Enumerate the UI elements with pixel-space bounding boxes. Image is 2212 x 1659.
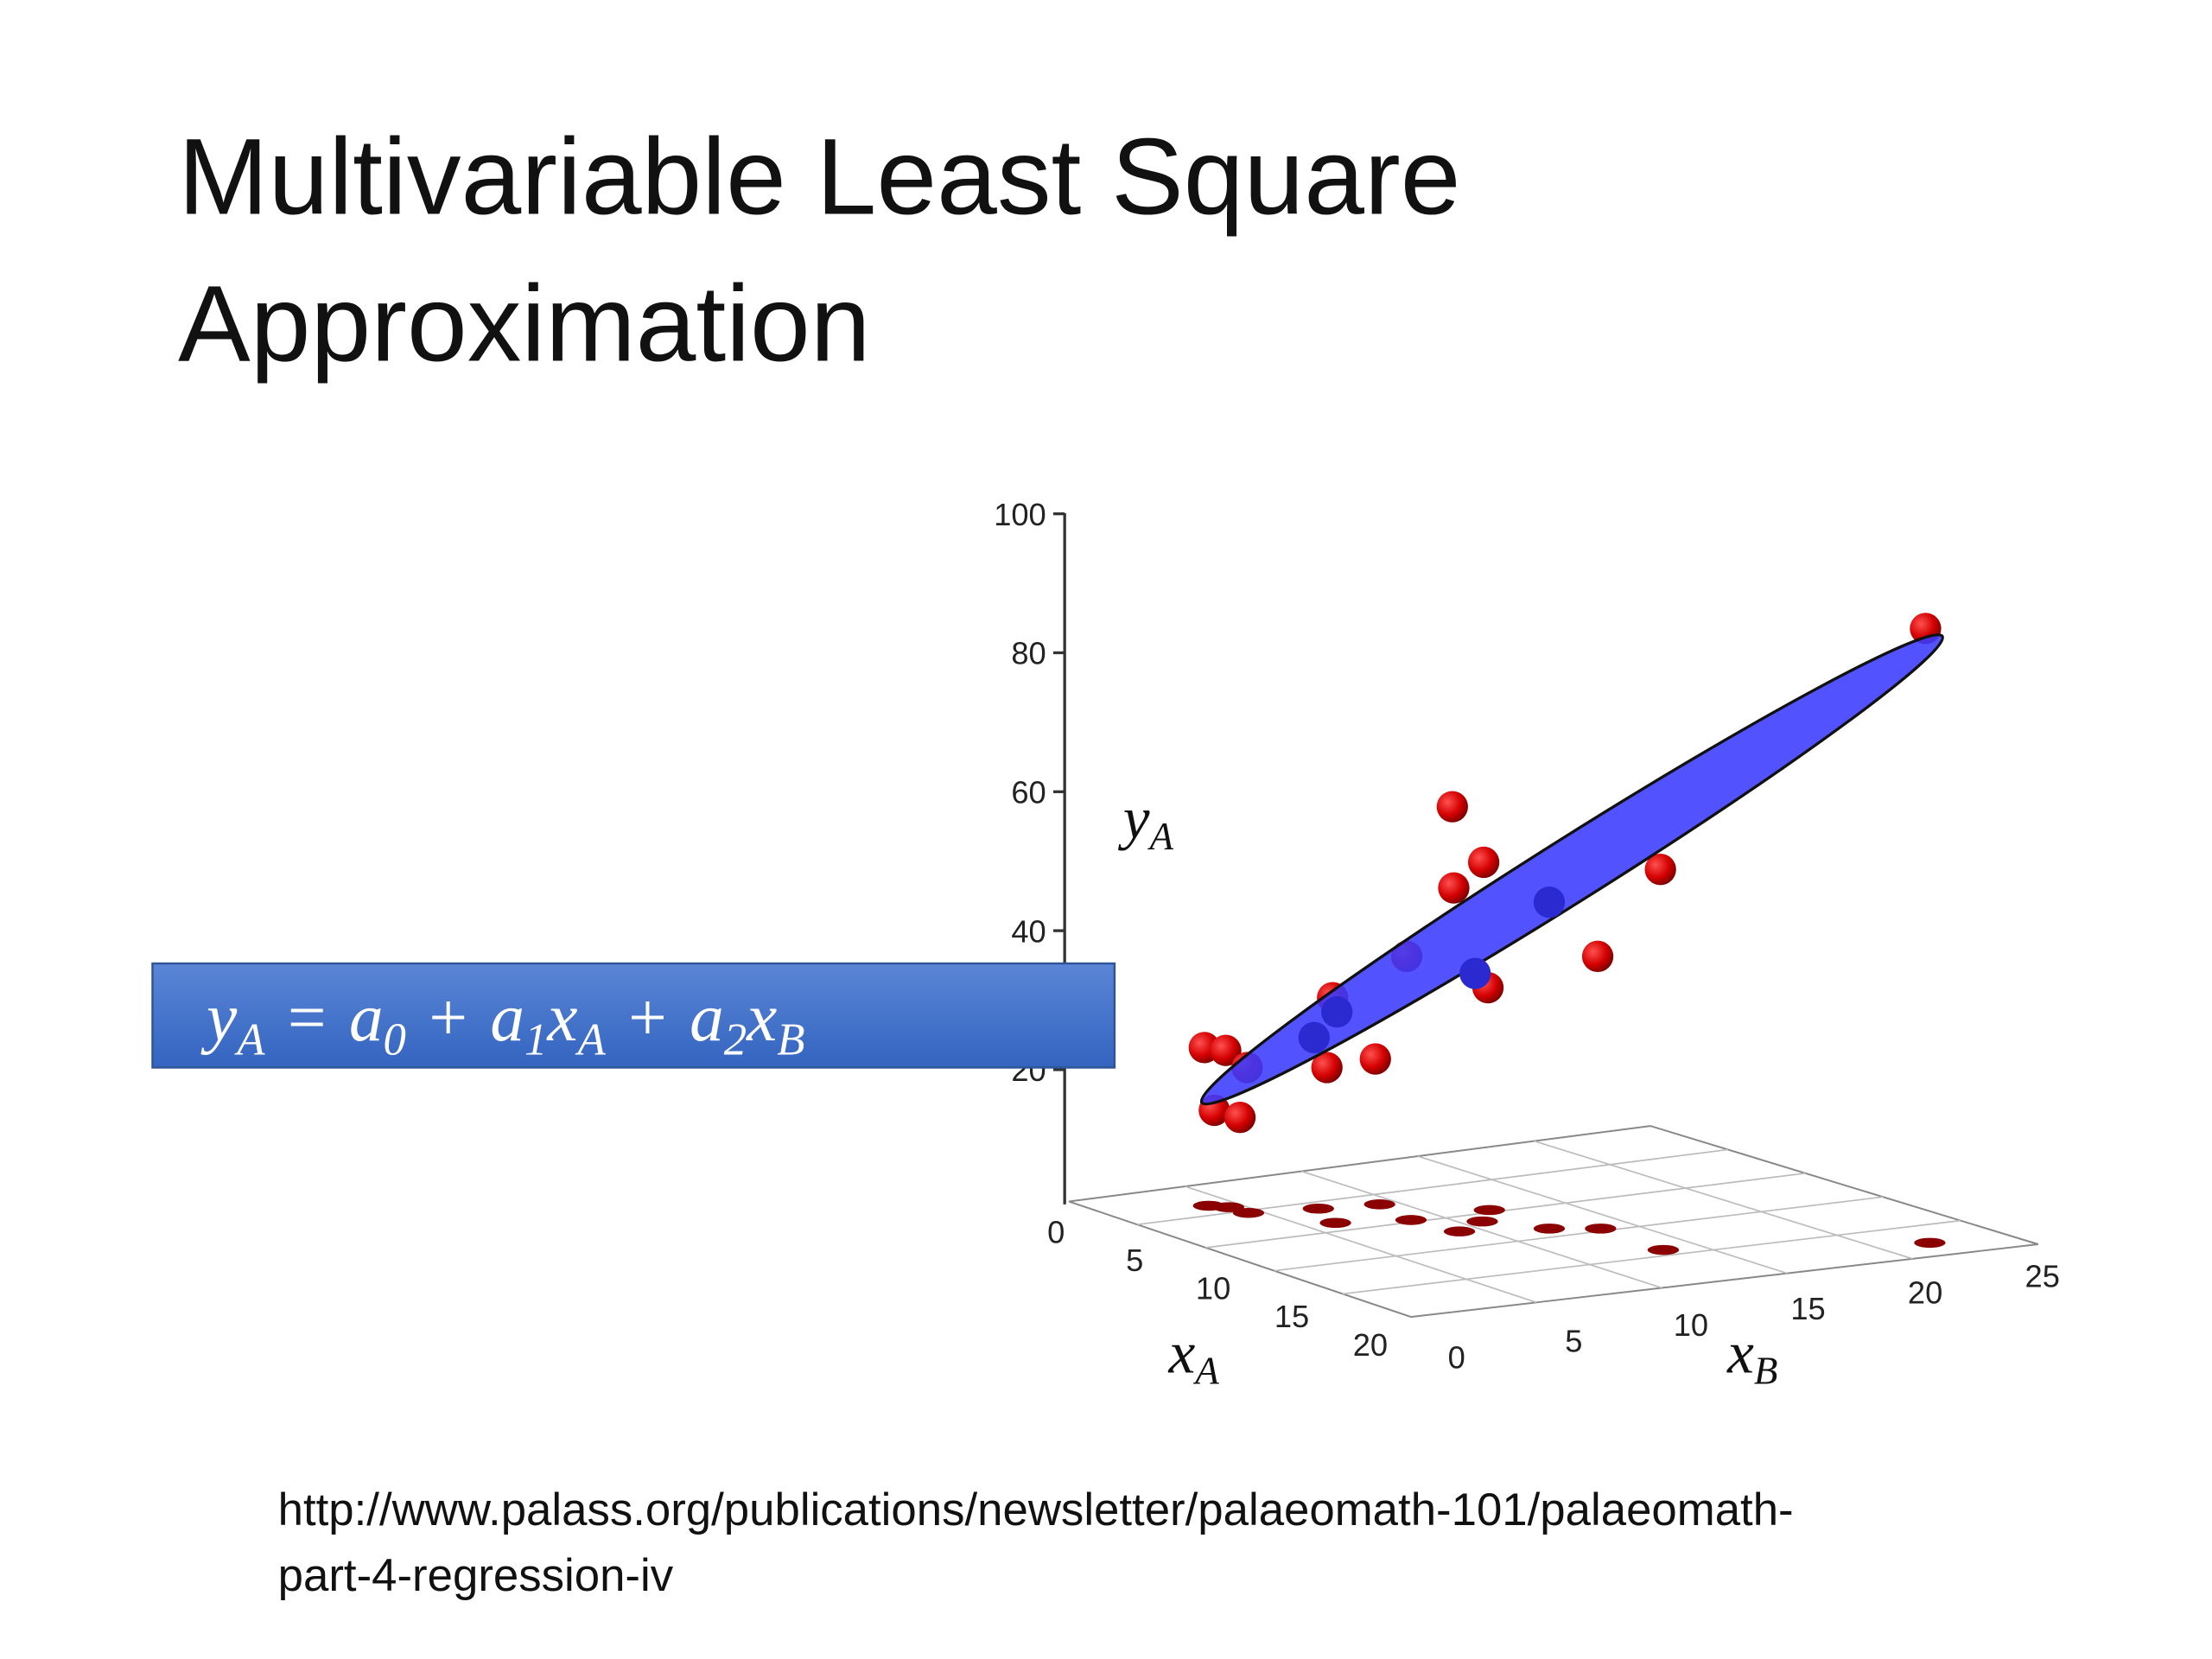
equation-part: a (690, 980, 724, 1056)
data-point (1224, 1102, 1256, 1134)
title-line: Approximation (178, 263, 870, 384)
equation-part: x (546, 980, 577, 1056)
data-point (1321, 995, 1353, 1028)
floor-grid (1274, 1196, 1884, 1272)
equation-part: a (490, 980, 524, 1056)
point-shadow (1647, 1244, 1680, 1255)
equation-part: B (777, 1015, 804, 1065)
xb-tick-label: 25 (2025, 1258, 2060, 1294)
data-point (1438, 872, 1470, 904)
point-shadow (1914, 1237, 1946, 1249)
point-shadow (1443, 1226, 1476, 1236)
axis-label-main: y (1118, 785, 1150, 851)
y-tick-label: 40 (1011, 913, 1046, 949)
point-shadow (1232, 1207, 1265, 1218)
data-point (1436, 791, 1468, 823)
data-point (1298, 1021, 1330, 1053)
data-point (1459, 957, 1491, 989)
xb-tick-label: 20 (1908, 1274, 1942, 1310)
equation-part: A (575, 1015, 607, 1065)
equation-part: 2 (724, 1015, 747, 1065)
xa-tick-label: 10 (1196, 1271, 1230, 1306)
point-shadow (1395, 1215, 1427, 1225)
floor-grid (1342, 1219, 1961, 1295)
axis-label-main: x (1726, 1319, 1754, 1385)
equation-part: = (288, 980, 327, 1056)
title-line: Multivariable Least Square (178, 116, 1460, 237)
equation-part: + (628, 980, 667, 1056)
equation: yA = a0 + a1xA + a2xB (200, 980, 804, 1065)
point-shadow (1212, 1202, 1244, 1212)
data-point (1359, 1043, 1391, 1075)
floor-grid (1205, 1173, 1806, 1249)
xa-tick-label: 15 (1274, 1299, 1309, 1334)
axis-label: yA (1118, 785, 1174, 858)
point-shadow (1473, 1205, 1505, 1216)
data-point (1581, 940, 1614, 972)
equation-part: y (200, 980, 238, 1056)
data-point (1467, 846, 1500, 879)
y-tick-label: 80 (1011, 636, 1046, 671)
y-tick-label: 100 (994, 497, 1046, 532)
point-shadow (1533, 1224, 1566, 1234)
point-shadow (1363, 1199, 1395, 1210)
data-point (1311, 1052, 1343, 1084)
equation-part: 1 (524, 1015, 547, 1065)
xb-tick-label: 0 (1448, 1340, 1465, 1376)
data-point (1210, 1034, 1242, 1066)
floor-grid (1534, 1140, 1913, 1260)
axis-label-sub: A (1192, 1350, 1219, 1393)
floor-grid (1185, 1185, 1537, 1304)
data-point (1644, 854, 1676, 886)
source-line: part-4-regression-iv (278, 1550, 674, 1601)
equation-box (151, 962, 1116, 1069)
equation-part: + (429, 980, 467, 1056)
equation-part: x (746, 980, 777, 1056)
equation-part: 0 (384, 1015, 406, 1065)
xa-tick-label: 5 (1126, 1243, 1143, 1278)
axis-label-main: x (1168, 1319, 1196, 1385)
axis-label-sub: A (1147, 815, 1174, 858)
data-point (1533, 886, 1566, 918)
axis-label: xB (1726, 1319, 1777, 1392)
xa-tick-label: 20 (1353, 1327, 1388, 1363)
xb-tick-label: 15 (1790, 1291, 1825, 1326)
floor-grid (1301, 1170, 1662, 1289)
source-line: http://www.palass.org/publications/newsl… (278, 1484, 1794, 1535)
y-tick-label: 60 (1011, 774, 1046, 810)
xb-tick-label: 5 (1565, 1324, 1582, 1359)
xb-tick-label: 10 (1674, 1307, 1708, 1343)
axis-label-sub: B (1754, 1350, 1778, 1393)
equation-part: A (234, 1015, 265, 1065)
floor-grid (1417, 1155, 1788, 1274)
point-shadow (1302, 1203, 1334, 1214)
axis-label: xA (1168, 1319, 1220, 1392)
point-shadow (1585, 1224, 1617, 1234)
point-shadow (1319, 1217, 1351, 1229)
fit-plane (1199, 632, 1944, 1106)
point-shadow (1466, 1216, 1498, 1227)
xa-tick-label: 0 (1047, 1214, 1065, 1249)
equation-part: a (349, 980, 384, 1056)
